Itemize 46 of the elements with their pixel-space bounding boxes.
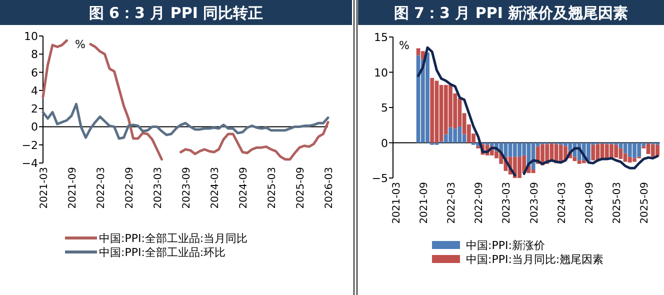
y-axis-title: % bbox=[75, 38, 86, 51]
x-tick-label: 2022-09 bbox=[124, 167, 136, 209]
x-tick-label: 2024-09 bbox=[584, 182, 596, 224]
x-tick-label: 2023-03 bbox=[502, 182, 513, 224]
bar bbox=[591, 144, 596, 160]
y-tick-label: −2 bbox=[22, 138, 38, 152]
x-tick-label: 2024-03 bbox=[210, 167, 221, 209]
y-tick-label: 0 bbox=[381, 136, 388, 150]
line-series bbox=[42, 102, 330, 140]
bar bbox=[430, 78, 434, 143]
x-tick-label: 2022-03 bbox=[96, 167, 107, 209]
x-tick-label: 2025-03 bbox=[612, 182, 624, 224]
y-tick-label: 8 bbox=[31, 48, 38, 62]
chart-title: 图 7：3 月 PPI 新涨价及翘尾因素 bbox=[394, 4, 628, 22]
x-tick-label: 2021-03 bbox=[391, 182, 402, 224]
y-tick-label: 4 bbox=[31, 84, 38, 98]
y-tick-label: 5 bbox=[381, 102, 388, 114]
legend-label: 中国:PPI:全部工业品:环比 bbox=[99, 246, 226, 259]
x-tick-label: 2023-09 bbox=[529, 182, 540, 224]
chart-title: 图 6：3 月 PPI 同比转正 bbox=[88, 4, 264, 22]
legend-label: 中国:PPI:当月同比:翘尾因素 bbox=[466, 253, 604, 266]
y-tick-label: 0 bbox=[31, 120, 38, 134]
x-tick-label: 2021-03 bbox=[39, 167, 50, 209]
y-tick-label: 10 bbox=[374, 66, 388, 80]
legend-label: 中国:PPI:新涨价 bbox=[466, 239, 545, 252]
y-tick-label: 2 bbox=[31, 102, 38, 116]
y-tick-label: 6 bbox=[31, 66, 38, 80]
x-tick-label: 2023-09 bbox=[182, 167, 192, 209]
x-tick-label: 2022-09 bbox=[474, 182, 486, 224]
x-tick-label: 2026-03 bbox=[324, 167, 335, 209]
x-tick-label: 2021-09 bbox=[418, 182, 430, 224]
legend-label: 中国:PPI:全部工业品:当月同比 bbox=[99, 232, 248, 245]
x-tick-label: 2024-03 bbox=[556, 182, 568, 224]
y-tick-label: −5 bbox=[372, 172, 388, 185]
x-tick-label: 2025-03 bbox=[267, 167, 278, 209]
y-tick-label: −4 bbox=[22, 157, 38, 170]
x-tick-label: 2023-03 bbox=[153, 167, 164, 209]
x-tick-label: 2022-03 bbox=[446, 182, 458, 224]
y-tick-label: 10 bbox=[24, 30, 38, 43]
x-tick-label: 2025-09 bbox=[640, 182, 651, 224]
x-tick-label: 2025-09 bbox=[296, 167, 306, 209]
x-tick-label: 2024-09 bbox=[238, 167, 250, 209]
y-axis-title: % bbox=[399, 39, 410, 52]
bar bbox=[582, 160, 586, 164]
y-tick-label: 15 bbox=[374, 31, 388, 44]
x-tick-label: 2021-09 bbox=[68, 167, 78, 209]
